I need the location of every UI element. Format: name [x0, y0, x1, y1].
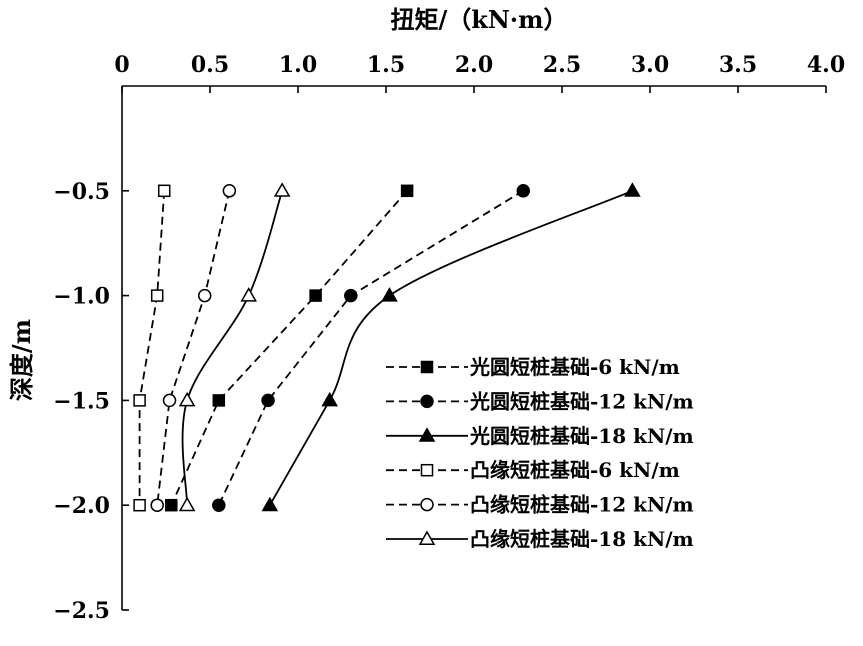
series-2-point [344, 288, 358, 303]
series-5-point [222, 184, 237, 198]
legend-item: 光圆短桩基础-12 kN/m [386, 389, 694, 413]
y-tick-label: −0.5 [53, 179, 110, 205]
series-4-point [157, 184, 171, 198]
series-3-line [269, 189, 633, 506]
x-tick-label: 1.0 [279, 52, 317, 78]
series-5 [150, 184, 237, 512]
x-tick-label: 3.5 [719, 52, 757, 78]
legend-item: 凸缘短桩基础-18 kN/m [386, 527, 694, 551]
series-5-line [156, 190, 231, 506]
legend-item: 光圆短桩基础-18 kN/m [386, 424, 694, 448]
legend-item: 光圆短桩基础-6 kN/m [386, 355, 680, 379]
series-1-point [212, 394, 226, 407]
series-4 [133, 184, 171, 512]
series-6-point [273, 182, 291, 197]
series-6-point [240, 287, 258, 302]
legend-series-4-point [420, 463, 434, 477]
x-tick-label: 0.5 [191, 52, 229, 78]
series-5-point [197, 288, 212, 303]
legend-item: 凸缘短桩基础-6 kN/m [386, 458, 680, 482]
x-ticks: 0 0.5 1.0 1.5 2.0 2.5 3.0 3.5 4.0 [114, 52, 845, 93]
legend-label: 凸缘短桩基础-12 kN/m [470, 493, 694, 517]
y-tick-label: −2.5 [53, 598, 110, 624]
legend-series-1-point [420, 360, 434, 374]
legend-series-2-point [420, 394, 434, 409]
legend-series-3-point [418, 427, 436, 442]
y-tick-label: −2.0 [53, 493, 110, 519]
legend-label: 凸缘短桩基础-18 kN/m [470, 527, 694, 551]
plot-series [133, 182, 641, 512]
series-4-point [150, 289, 164, 302]
x-tick-label: 2.0 [455, 52, 493, 78]
series-4-point [133, 394, 146, 407]
series-5-point [150, 498, 164, 512]
series-4-line [138, 190, 166, 506]
x-tick-label: 0 [114, 52, 129, 78]
series-1 [165, 184, 414, 512]
legend: 光圆短桩基础-6 kN/m 光圆短桩基础-12 kN/m 光圆短桩基础-18 kN/… [386, 355, 694, 551]
legend-item: 凸缘短桩基础-12 kN/m [386, 493, 694, 517]
series-3-point [381, 287, 398, 302]
series-1-line [170, 190, 408, 506]
legend-series-6-point [418, 530, 436, 545]
y-axis-title: 深度/m [7, 319, 36, 401]
legend-series-5-point [420, 497, 434, 512]
y-tick-label: −1.5 [53, 388, 110, 414]
series-6-point [178, 496, 196, 512]
series-2-point [212, 498, 226, 512]
series-2-line [217, 190, 524, 506]
series-2-point [261, 393, 275, 408]
series-2-point [516, 184, 531, 198]
series-3 [261, 182, 641, 512]
x-tick-label: 4.0 [807, 52, 845, 78]
series-1-point [400, 184, 414, 198]
series-3-point [321, 391, 338, 407]
legend-label: 凸缘短桩基础-6 kN/m [470, 458, 680, 482]
legend-label: 光圆短桩基础-6 kN/m [469, 355, 680, 379]
legend-label: 光圆短桩基础-18 kN/m [469, 424, 694, 448]
series-2 [212, 184, 531, 512]
series-3-point [261, 496, 279, 512]
series-1-point [309, 289, 322, 302]
series-6 [178, 182, 291, 512]
series-1-point [165, 498, 178, 512]
series-6-point [178, 391, 196, 407]
x-tick-label: 3.0 [631, 52, 669, 78]
x-tick-label: 1.5 [367, 52, 405, 78]
y-tick-label: −1.0 [53, 284, 110, 310]
series-5-point [162, 393, 177, 408]
series-4-point [133, 498, 146, 512]
series-3-point [624, 182, 641, 197]
legend-label: 光圆短桩基础-12 kN/m [469, 389, 694, 413]
x-axis-title: 扭矩/（kN·m） [390, 5, 567, 34]
y-ticks: −0.5 −1.0 −1.5 −2.0 −2.5 [53, 179, 129, 624]
series-6-line [181, 190, 284, 506]
x-tick-label: 2.5 [543, 52, 581, 78]
axes: 0 0.5 1.0 1.5 2.0 2.5 3.0 3.5 4.0 −0.5 −1.0 −1.5 −2… [53, 52, 845, 624]
